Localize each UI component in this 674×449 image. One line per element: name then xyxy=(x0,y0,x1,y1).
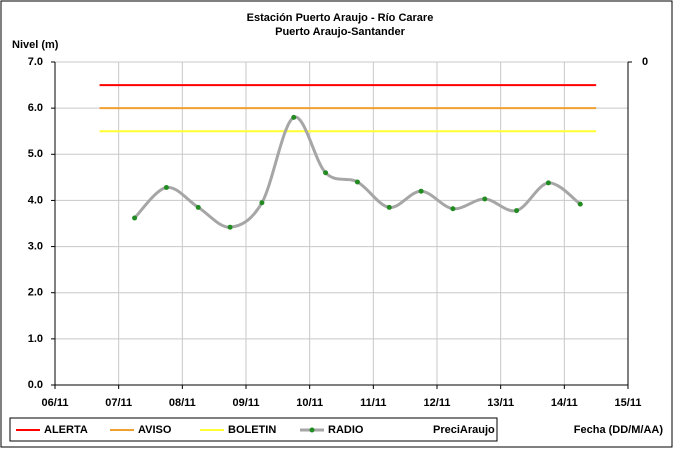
y-axis-title: Nivel (m) xyxy=(12,39,59,51)
legend-label: PreciAraujo xyxy=(433,424,495,436)
x-axis-title: Fecha (DD/M/AA) xyxy=(574,424,664,436)
data-point xyxy=(418,188,424,194)
y-tick-label: 7.0 xyxy=(28,56,43,68)
y-tick-label: 1.0 xyxy=(28,333,43,345)
data-point xyxy=(386,204,392,210)
legend-label: ALERTA xyxy=(44,424,88,436)
legend-label: AVISO xyxy=(138,424,172,436)
data-point xyxy=(450,206,456,212)
data-point xyxy=(163,185,169,191)
chart-title: Estación Puerto Araujo - Río Carare xyxy=(247,12,434,24)
x-tick-label: 12/11 xyxy=(424,397,451,409)
data-point xyxy=(545,180,551,186)
data-point xyxy=(291,114,297,120)
x-tick-label: 07/11 xyxy=(105,397,132,409)
x-tick-label: 14/11 xyxy=(551,397,578,409)
y-tick-label: 4.0 xyxy=(28,194,43,206)
y-tick-label: 3.0 xyxy=(28,240,43,252)
data-point xyxy=(132,215,138,221)
data-point xyxy=(227,224,233,230)
data-point xyxy=(354,179,360,185)
x-tick-label: 11/11 xyxy=(360,397,386,409)
y-tick-label: 2.0 xyxy=(28,287,43,299)
y-tick-label: 6.0 xyxy=(28,102,43,114)
data-point xyxy=(323,170,329,176)
x-tick-label: 10/11 xyxy=(296,397,323,409)
y-tick-label: 0.0 xyxy=(28,379,43,391)
y2-tick-label: 0 xyxy=(642,56,648,68)
data-point xyxy=(577,201,583,207)
legend-label: BOLETIN xyxy=(228,424,276,436)
x-tick-label: 09/11 xyxy=(233,397,260,409)
legend-label: RADIO xyxy=(328,424,364,436)
x-tick-label: 13/11 xyxy=(487,397,514,409)
x-tick-label: 15/11 xyxy=(615,397,642,409)
data-point xyxy=(482,196,488,202)
legend-box xyxy=(9,417,498,442)
x-tick-label: 06/11 xyxy=(42,397,69,409)
legend-marker xyxy=(309,427,315,433)
data-point xyxy=(259,200,265,206)
data-point xyxy=(514,208,520,214)
chart-subtitle: Puerto Araujo-Santander xyxy=(275,26,405,38)
data-point xyxy=(195,204,201,210)
y-tick-label: 5.0 xyxy=(28,148,43,160)
x-tick-label: 08/11 xyxy=(169,397,196,409)
